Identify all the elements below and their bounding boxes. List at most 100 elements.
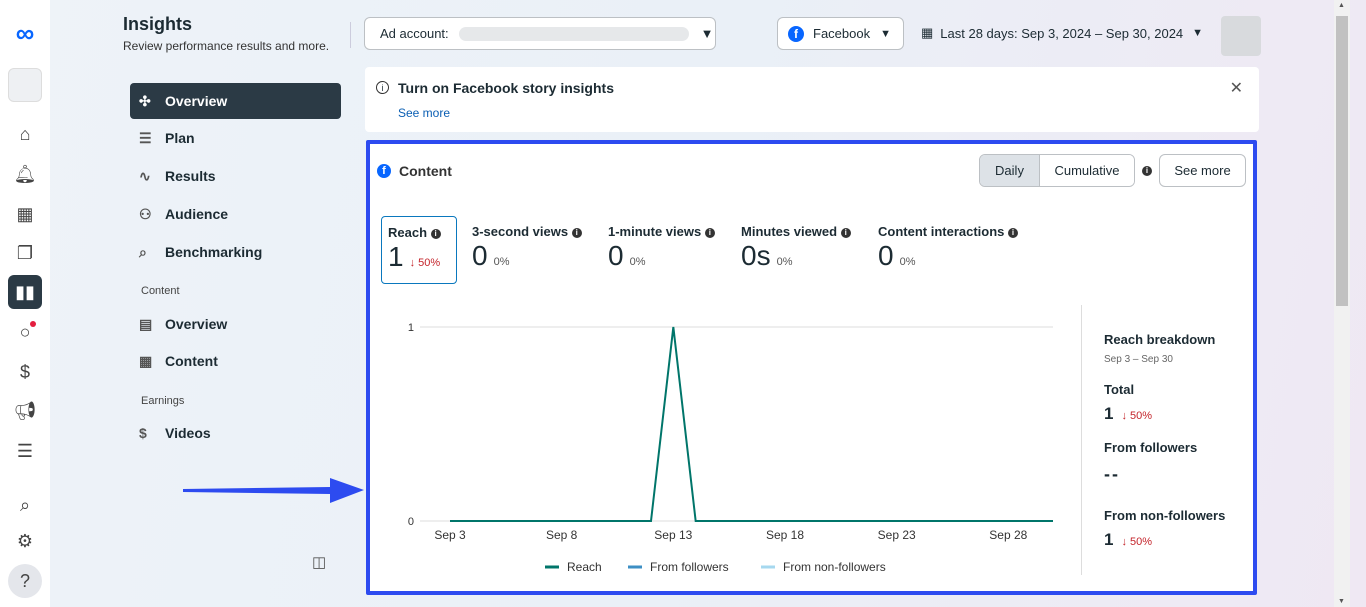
content-panel [366,140,1257,595]
value: 1 [1104,404,1114,423]
metric-label: Reach [388,225,428,240]
close-icon[interactable]: ✕ [1229,80,1243,97]
see-more-label: See more [1174,163,1231,178]
metric-minutes-viewed[interactable]: Minutes viewed i 0s 0% [735,216,857,284]
pages-icon[interactable]: ❐ [16,242,34,263]
metric-label: 1-minute views [608,224,702,239]
metric-change: 0% [629,256,646,268]
metric-value: 1 [388,241,404,272]
cumulative-button[interactable]: Cumulative [1040,155,1134,186]
nav-overview[interactable]: ✣ Overview [130,83,341,119]
y-tick-label: 1 [408,322,414,334]
left-rail: ∞ ⌂ 🔔︎ ▦ ❐ ▮▮ ○ $ 📢︎ ☰ ⌕ ⚙ ? [0,0,50,607]
scroll-down-icon[interactable]: ▼ [1338,598,1345,605]
see-more-button[interactable]: See more [1159,154,1246,187]
nav-content-overview[interactable]: ▤ Overview [130,306,341,342]
collapse-sidebar-icon[interactable]: ◫ [312,554,327,571]
scrollbar[interactable]: ▲ ▼ [1334,0,1350,607]
metric-reach[interactable]: Reach i 1 ↓ 50% [381,216,457,284]
caret-down-icon: ▼ [1192,27,1204,39]
dollar-icon: $ [139,425,147,441]
metric-label: 3-second views [472,224,569,239]
user-avatar[interactable] [1221,16,1261,56]
list-icon: ☰ [139,129,152,146]
gear-icon[interactable]: ⚙ [16,530,34,551]
metric-content-interactions[interactable]: Content interactions i 0 0% [872,216,1024,284]
metric-value: 0 [608,240,624,271]
followers-label: From followers [1104,440,1198,455]
dollar-icon[interactable]: $ [19,361,30,382]
megaphone-icon[interactable]: 📢︎ [13,400,37,421]
caret-down-icon: ▼ [700,26,714,41]
daily-button[interactable]: Daily [980,155,1040,186]
metric-1m-views[interactable]: 1-minute views i 0 0% [602,216,721,284]
metric-value: 0 [878,240,894,271]
date-range-picker[interactable]: ▦ Last 28 days: Sep 3, 2024 – Sep 30, 20… [921,25,1203,41]
reach-chart: 0 1 Sep 3 Sep 8 Sep 13 Sep 18 Sep 23 Sep 28 Reac… [408,322,1054,574]
content-title: Content [399,163,452,179]
nav-videos[interactable]: $ Videos [130,415,341,451]
x-tick-label: Sep 8 [546,528,578,542]
menu-icon[interactable]: ☰ [16,440,34,461]
benchmark-icon: ⌕ [139,243,147,260]
scroll-up-icon[interactable]: ▲ [1338,2,1345,9]
bell-icon[interactable]: 🔔︎ [13,163,37,184]
nav-benchmarking[interactable]: ⌕ Benchmarking [130,234,341,270]
ad-account-label: Ad account: [380,26,449,41]
change: 50% [1130,536,1153,548]
total-value: 1 ↓ 50% [1104,404,1153,423]
nav-label: Audience [165,206,229,222]
nav-results[interactable]: ∿ Results [130,158,341,194]
x-tick-label: Sep 3 [434,528,466,542]
metric-3s-views[interactable]: 3-second views i 0 0% [466,216,588,284]
info-icon: i [430,229,441,239]
nonfollowers-value: 1 ↓ 50% [1104,530,1153,549]
insights-icon[interactable]: ▮▮ [8,275,42,309]
x-tick-label: Sep 13 [654,528,692,542]
help-icon[interactable]: ? [8,564,42,598]
chat-icon[interactable]: ○ [8,315,42,349]
breakdown-title: Reach breakdown [1104,332,1216,347]
breakdown-range: Sep 3 – Sep 30 [1104,354,1173,365]
series-line-reach [450,326,1053,522]
ad-account-dropdown[interactable]: Ad account: ▼ [364,17,716,50]
nav-audience[interactable]: ⚇ Audience [130,196,341,232]
caret-down-icon: ▼ [880,27,891,40]
cards-icon: ▤ [139,315,153,332]
metric-change: 0% [899,256,916,268]
nav-plan[interactable]: ☰ Plan [130,120,341,156]
total-label: Total [1104,382,1135,397]
section-earnings: Earnings [141,395,185,407]
legend-label: From followers [650,560,729,574]
account-avatar[interactable] [8,68,42,102]
nav-label: Benchmarking [165,244,263,260]
followers-value: -- [1104,464,1120,484]
home-icon[interactable]: ⌂ [19,123,31,144]
story-insights-banner: i Turn on Facebook story insights See mo… [365,67,1259,132]
meta-logo-icon[interactable]: ∞ [15,17,35,48]
page-subtitle: Review performance results and more. [123,39,330,53]
nav-label: Plan [165,130,195,146]
search-icon[interactable]: ⌕ [19,494,31,515]
y-tick-label: 0 [408,516,414,528]
metric-value: 0s [741,240,771,271]
info-icon: i [704,228,715,238]
network-icon: ✣ [139,92,151,109]
metric-change: 50% [418,257,441,269]
platform-label: Facebook [813,26,871,41]
facebook-icon: f [377,164,391,178]
nav-content[interactable]: ▦ Content [130,343,341,379]
metric-change: 0% [776,256,793,268]
metric-label: Content interactions [878,224,1005,239]
platform-dropdown[interactable]: f Facebook ▼ [777,17,904,50]
page-title: Insights [123,14,193,34]
annotation-arrow [183,478,364,503]
info-icon[interactable]: i [1142,166,1152,176]
nav-label: Content [165,353,218,369]
scrollbar-thumb[interactable] [1336,16,1348,306]
value: 1 [1104,530,1114,549]
table-icon[interactable]: ▦ [16,203,34,224]
banner-title: Turn on Facebook story insights [398,80,614,96]
arrow-down-icon: ↓ [409,257,419,269]
banner-see-more-link[interactable]: See more [398,106,451,120]
